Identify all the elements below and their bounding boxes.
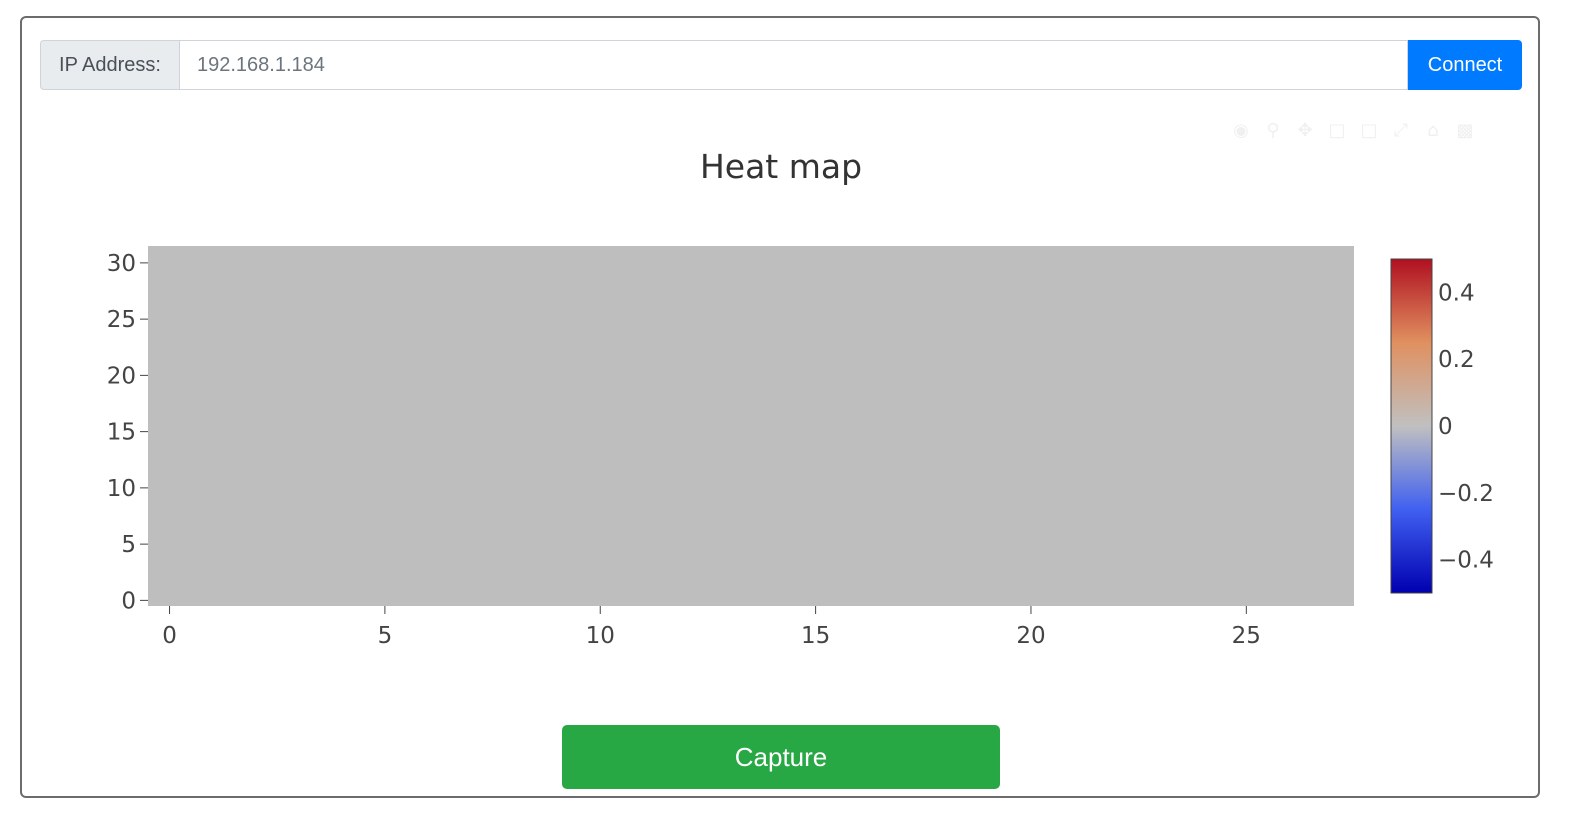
reset-axes-icon[interactable]: ⌂ [1427,120,1439,141]
y-tick-label: 25 [107,307,136,333]
y-tick-label: 30 [107,251,136,277]
colorbar-tick-label: 0 [1438,414,1453,440]
colorbar-tick-label: −0.4 [1438,548,1494,574]
colorbar-tick-label: 0.2 [1438,347,1475,373]
y-tick-label: 15 [107,420,136,446]
colorbar-tick-label: −0.2 [1438,481,1494,507]
pan-icon[interactable]: ✥ [1297,120,1313,141]
zoom-icon[interactable]: ⚲ [1266,120,1280,141]
plotly-logo-icon[interactable]: ▩ [1456,120,1474,141]
ip-input-group: IP Address: Connect [40,40,1522,90]
x-tick-label: 15 [801,623,830,649]
x-tick-label: 25 [1232,623,1261,649]
capture-button[interactable]: Capture [562,725,1000,789]
colorbar-tick-label: 0.4 [1438,280,1475,306]
ip-address-label: IP Address: [40,40,179,90]
chart-title: Heat map [700,147,862,186]
x-tick-label: 5 [378,623,393,649]
connect-button[interactable]: Connect [1408,40,1522,90]
y-tick-label: 20 [107,363,136,389]
y-tick-label: 0 [121,588,136,614]
zoom-out-icon[interactable]: □ [1360,120,1378,141]
autoscale-icon[interactable]: ⤢ [1393,120,1409,141]
y-tick-label: 10 [107,476,136,502]
colorbar [1390,258,1433,594]
camera-icon[interactable]: ◉ [1233,120,1249,141]
heatmap-cells [148,246,1354,606]
ip-address-input[interactable] [179,40,1408,90]
zoom-in-icon[interactable]: □ [1328,120,1346,141]
x-tick-label: 0 [162,623,177,649]
colorbar-ticks: 0.4 0.2 0 −0.2 −0.4 [1438,280,1494,573]
x-tick-label: 10 [586,623,615,649]
y-axis: 0 5 10 15 20 25 30 [107,251,148,614]
y-tick-label: 5 [121,532,136,558]
x-axis: 0 5 10 15 20 25 [162,606,1261,649]
plot-modebar: ◉ ⚲ ✥ □ □ ⤢ ⌂ ▩ [1230,120,1476,142]
x-tick-label: 20 [1016,623,1045,649]
